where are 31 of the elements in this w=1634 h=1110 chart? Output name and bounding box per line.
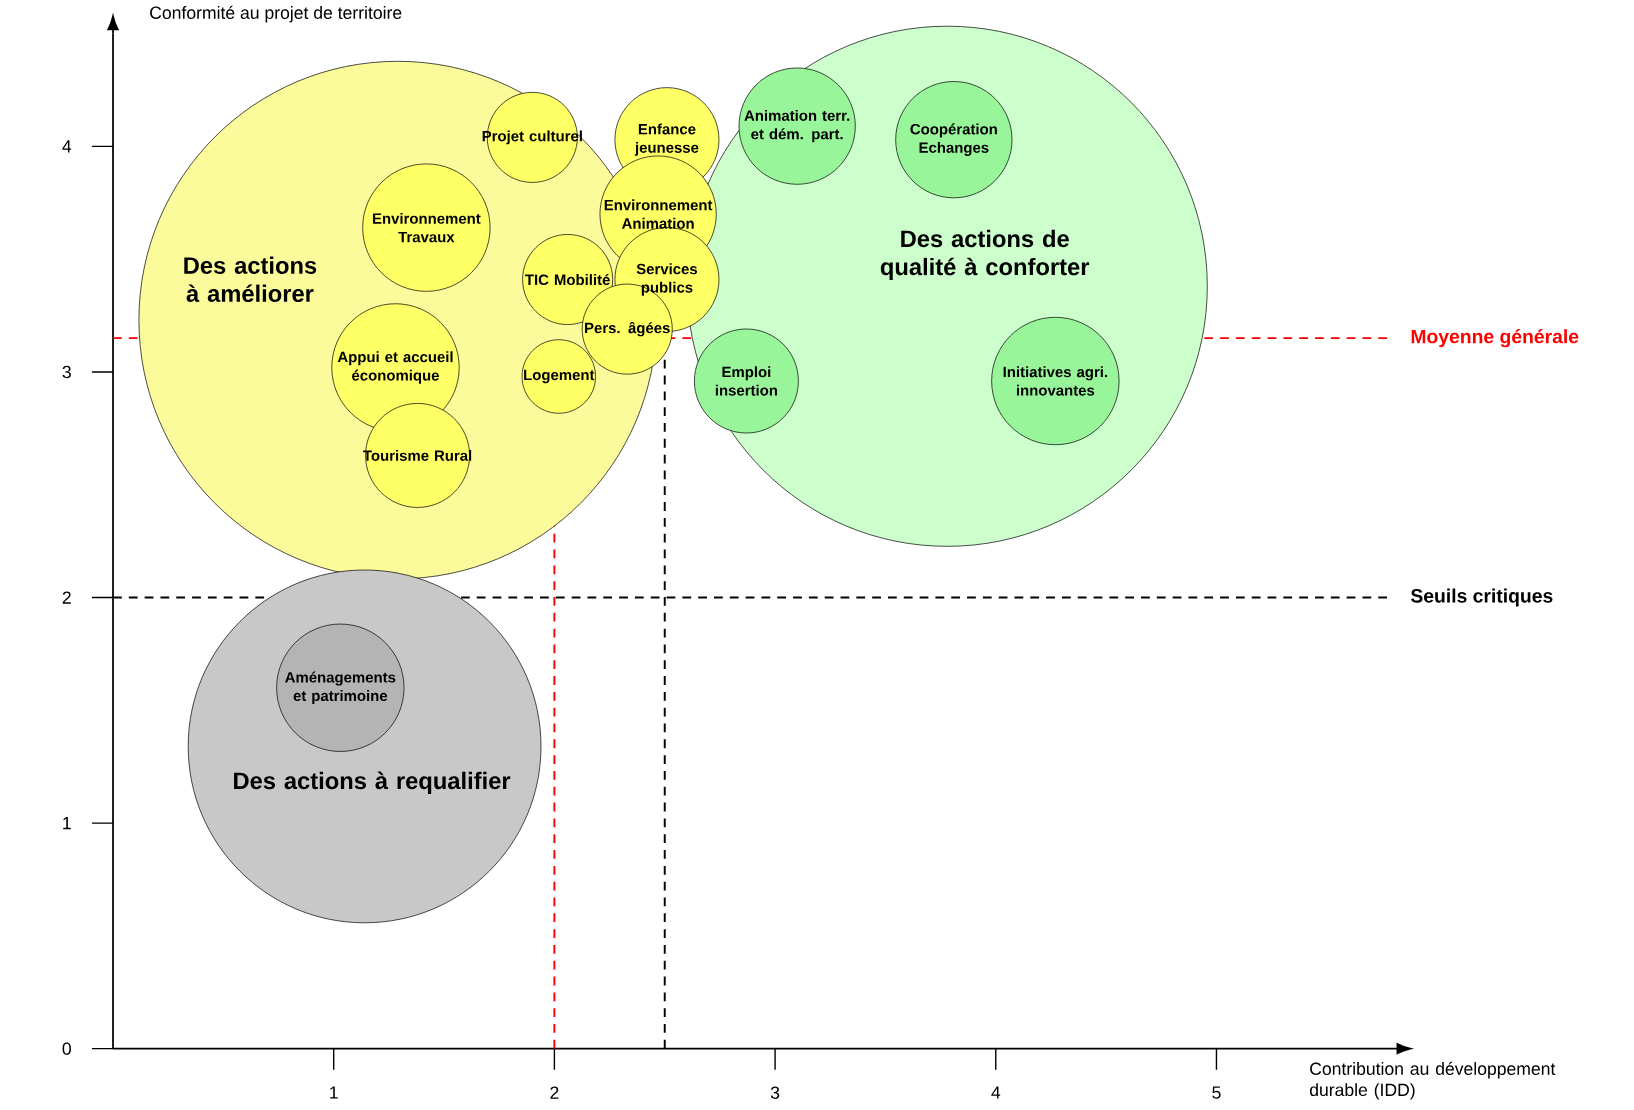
- x-axis-title: Contribution au développement durable (IDD): [1309, 1062, 1556, 1100]
- annotation: Des actions à requalifier: [234, 771, 511, 795]
- x-tick-label: 1: [330, 1086, 338, 1099]
- y-tick-label: 0: [62, 1042, 71, 1056]
- annotation: Services publics: [636, 263, 698, 296]
- annotation: Projet culturel: [482, 130, 582, 145]
- annotation: Coopération Echanges: [910, 123, 997, 157]
- x-tick-label: 3: [770, 1086, 780, 1100]
- annotation: Logement: [524, 369, 595, 384]
- x-tick-label: 2: [550, 1086, 559, 1099]
- annotation: Aménagements et patrimoine: [285, 671, 396, 705]
- annotation: Environnement Animation: [604, 199, 713, 229]
- annotation: Appui et accueil économique: [337, 351, 453, 384]
- x-tick-label: 5: [1212, 1086, 1221, 1099]
- annotation: Emploi insertion: [715, 366, 777, 396]
- y-tick-label: 1: [63, 817, 71, 830]
- y-tick-label: 4: [62, 140, 72, 153]
- annotation: Des actions à améliorer: [184, 256, 317, 303]
- annotation: Animation terr. et dém. part.: [744, 110, 850, 143]
- annotation: Enfance jeunesse: [634, 123, 699, 156]
- y-tick-label: 2: [62, 591, 71, 604]
- x-tick-label: 4: [991, 1086, 1001, 1099]
- ref-line-label: Moyenne générale: [1411, 329, 1579, 348]
- y-axis-title: Conformité au projet de territoire: [150, 6, 402, 23]
- annotation: Pers. âgées: [585, 322, 670, 337]
- annotation: Des actions de qualité à conforter: [880, 229, 1090, 281]
- ref-line-label: Seuils critiques: [1410, 588, 1553, 607]
- annotation: TIC Mobilité: [525, 274, 610, 286]
- y-tick-label: 3: [62, 365, 71, 379]
- annotation: Initiatives agri. innovantes: [1003, 366, 1108, 396]
- annotation: Environnement Travaux: [373, 213, 481, 243]
